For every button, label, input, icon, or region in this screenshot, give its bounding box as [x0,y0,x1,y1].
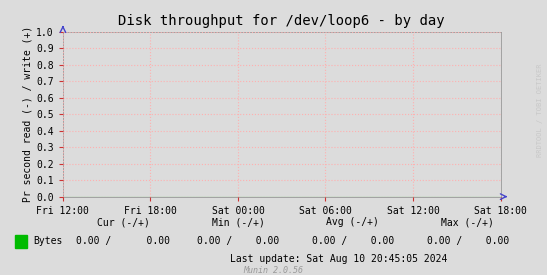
Text: Last update: Sat Aug 10 20:45:05 2024: Last update: Sat Aug 10 20:45:05 2024 [230,254,448,263]
Y-axis label: Pr second read (-) / write (+): Pr second read (-) / write (+) [22,26,32,202]
Text: Cur (-/+): Cur (-/+) [97,217,149,227]
Text: Bytes: Bytes [33,236,62,246]
Text: Avg (-/+): Avg (-/+) [327,217,379,227]
Text: Munin 2.0.56: Munin 2.0.56 [243,266,304,274]
Text: Min (-/+): Min (-/+) [212,217,264,227]
Text: 0.00 /      0.00: 0.00 / 0.00 [76,236,170,246]
Title: Disk throughput for /dev/loop6 - by day: Disk throughput for /dev/loop6 - by day [118,14,445,28]
Text: Max (-/+): Max (-/+) [441,217,494,227]
Text: 0.00 /    0.00: 0.00 / 0.00 [312,236,394,246]
Text: 0.00 /    0.00: 0.00 / 0.00 [197,236,279,246]
Text: 0.00 /    0.00: 0.00 / 0.00 [427,236,509,246]
Text: RRDTOOL / TOBI OETIKER: RRDTOOL / TOBI OETIKER [537,63,543,157]
